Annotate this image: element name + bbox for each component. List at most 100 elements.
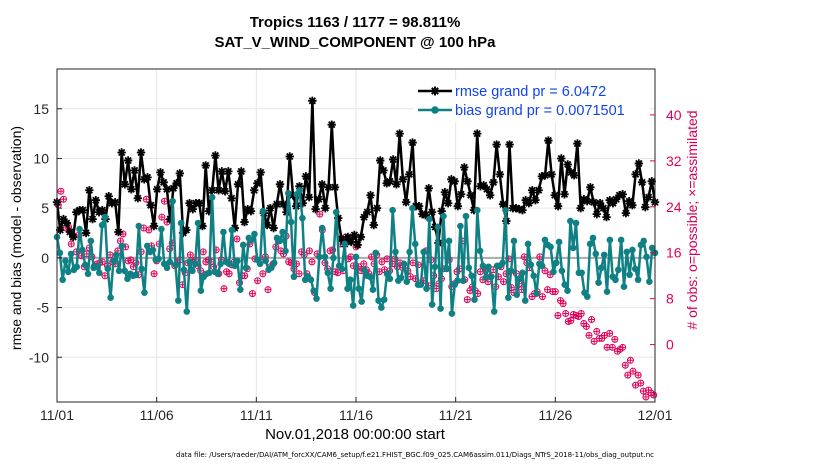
rmse-point — [153, 185, 162, 194]
rmse-point — [214, 186, 223, 195]
rmse-point — [592, 209, 602, 219]
rmse-point — [133, 194, 143, 203]
bias-point — [132, 271, 140, 279]
bias-point — [214, 270, 222, 278]
rmse-point — [288, 191, 298, 200]
rmse-point — [246, 206, 256, 216]
rmse-point — [427, 207, 437, 217]
obs-assimilated-marker — [552, 289, 558, 295]
bias-point — [431, 263, 439, 271]
bias-point — [516, 275, 523, 283]
rmse-point — [573, 139, 582, 148]
rmse-point — [492, 140, 501, 149]
rmse-point — [505, 140, 514, 149]
obs-assimilated-marker — [640, 388, 646, 394]
bias-point — [369, 286, 377, 293]
bias-point — [592, 250, 600, 258]
obs-assimilated-marker — [265, 287, 271, 293]
bias-point — [550, 268, 557, 276]
bias-point — [307, 276, 315, 284]
bias-point — [355, 285, 363, 292]
rmse-point — [85, 186, 94, 195]
bias-point — [389, 206, 396, 214]
rmse-point — [498, 199, 508, 209]
bias-point — [397, 274, 405, 282]
bias-point — [73, 263, 81, 271]
obs-assimilated-marker — [306, 248, 312, 254]
bias-point — [375, 297, 382, 304]
obs-possible-marker — [619, 343, 627, 351]
bias-point — [595, 279, 602, 287]
rmse-point — [612, 195, 621, 204]
obs-assimilated-marker — [260, 271, 266, 277]
obs-assimilated-marker — [501, 279, 507, 285]
bias-point — [93, 263, 100, 271]
bias-point — [406, 248, 413, 256]
obs-assimilated-marker — [348, 254, 354, 260]
rmse-point — [330, 183, 340, 192]
rmse-point — [544, 136, 553, 145]
bias-point — [344, 285, 351, 292]
rmse-point — [107, 198, 117, 208]
rmse-point — [114, 227, 123, 237]
rmse-point — [521, 196, 530, 205]
obs-assimilated-marker — [84, 251, 90, 257]
y-tick-label: 15 — [33, 101, 49, 117]
bias-point — [59, 276, 66, 284]
rmse-point — [460, 163, 469, 172]
rmse-point — [644, 193, 653, 202]
bias-point — [217, 260, 224, 268]
bias-point — [600, 251, 608, 259]
rmse-point — [240, 217, 249, 227]
x-tick-label: 11/26 — [538, 407, 572, 423]
rmse-point — [88, 214, 97, 224]
bias-point — [316, 253, 323, 261]
bias-point — [507, 267, 515, 275]
obs-assimilated-marker — [309, 259, 315, 265]
bias-point — [462, 212, 470, 220]
bias-point — [552, 259, 560, 267]
bias-point — [62, 257, 69, 265]
bias-point — [417, 281, 425, 289]
y-right-tick-label: 40 — [666, 107, 682, 123]
rmse-point — [65, 227, 75, 237]
bias-point — [626, 271, 633, 279]
rmse-point — [624, 197, 634, 206]
bias-point — [327, 285, 334, 292]
rmse-point — [253, 179, 262, 188]
bias-point — [623, 248, 631, 256]
rmse-point — [220, 187, 230, 196]
x-axis-label: Nov.01,2018 00:00:00 start — [265, 426, 445, 443]
rmse-point — [117, 148, 126, 157]
bias-point — [380, 296, 388, 303]
rmse-point — [311, 204, 320, 214]
bias-point — [341, 240, 349, 248]
rmse-point — [524, 198, 534, 208]
bias-point — [338, 265, 346, 273]
obs-possible-marker — [562, 310, 570, 318]
obs-assimilated-marker — [589, 316, 595, 322]
bias-point — [440, 212, 447, 220]
bias-point — [149, 246, 157, 254]
rmse-point — [424, 184, 433, 193]
bias-point — [96, 269, 103, 277]
rmse-point — [641, 202, 650, 212]
bias-point — [589, 234, 597, 242]
obs-possible-marker — [593, 327, 601, 335]
obs-possible-marker — [127, 256, 135, 264]
obs-possible-marker — [541, 267, 549, 275]
bias-point — [56, 249, 64, 257]
obs-possible-marker — [145, 226, 153, 234]
rmse-point — [337, 234, 346, 244]
bias-point — [420, 248, 427, 256]
bias-point — [558, 267, 566, 275]
bias-point — [538, 262, 546, 270]
rmse-point — [369, 220, 378, 230]
rmse-point — [385, 177, 395, 186]
bias-point — [578, 269, 585, 277]
rmse-point — [149, 221, 159, 231]
bias-point — [499, 259, 506, 267]
obs-possible-marker — [463, 296, 471, 304]
obs-assimilated-marker — [475, 291, 481, 297]
rmse-point — [398, 175, 408, 184]
